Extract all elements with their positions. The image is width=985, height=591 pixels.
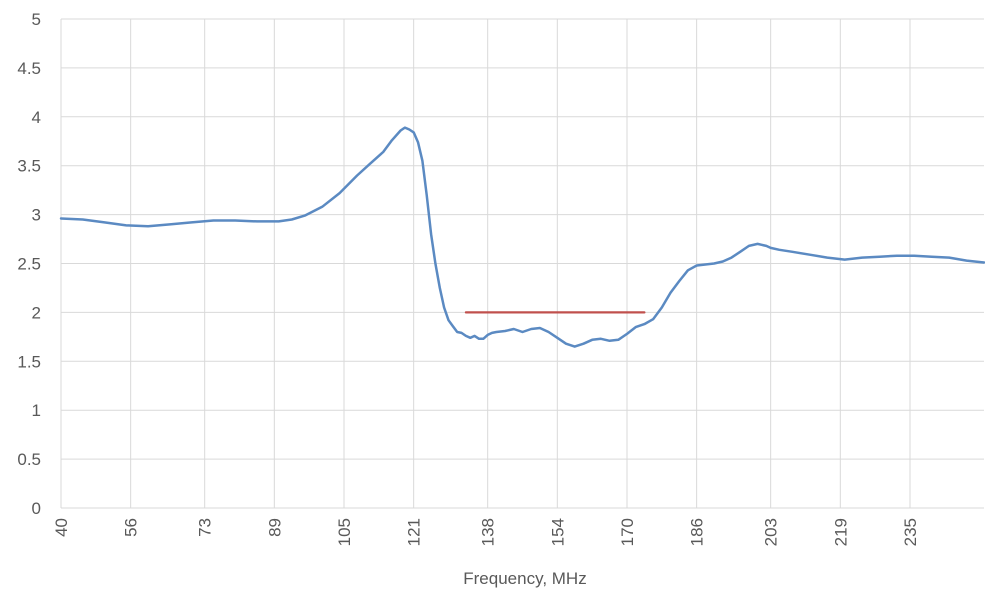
y-axis-tick-labels: 0 0.5 1 1.5 2 2.5 3 3.5 4 4.5 5 bbox=[17, 10, 41, 518]
data-series bbox=[59, 126, 985, 348]
x-tick-label: 138 bbox=[479, 518, 498, 546]
y-tick-label: 1.5 bbox=[17, 352, 41, 371]
x-tick-label: 219 bbox=[831, 518, 850, 546]
x-axis-title: Frequency, MHz bbox=[463, 569, 586, 588]
x-tick-label: 89 bbox=[265, 518, 284, 537]
series-line-measured bbox=[59, 126, 985, 348]
y-tick-label: 4 bbox=[32, 108, 41, 127]
y-tick-label: 3 bbox=[32, 206, 41, 225]
y-tick-label: 0 bbox=[32, 499, 41, 518]
x-tick-label: 73 bbox=[196, 518, 215, 537]
x-tick-label: 121 bbox=[405, 518, 424, 546]
y-tick-label: 1 bbox=[32, 401, 41, 420]
gridlines bbox=[60, 18, 984, 509]
y-tick-label: 3.5 bbox=[17, 157, 41, 176]
x-tick-label: 203 bbox=[762, 518, 781, 546]
y-tick-label: 4.5 bbox=[17, 59, 41, 78]
y-tick-label: 2 bbox=[32, 303, 41, 322]
x-tick-label: 186 bbox=[688, 518, 707, 546]
x-tick-label: 154 bbox=[548, 518, 567, 546]
x-tick-label: 105 bbox=[335, 518, 354, 546]
x-tick-label: 170 bbox=[618, 518, 637, 546]
y-tick-label: 5 bbox=[32, 10, 41, 29]
x-tick-label: 40 bbox=[52, 518, 71, 537]
x-tick-label: 235 bbox=[901, 518, 920, 546]
x-axis-tick-labels: 40 56 73 89 105 121 138 154 170 186 203 219 235 bbox=[52, 518, 920, 546]
x-tick-label: 56 bbox=[122, 518, 141, 537]
y-tick-label: 0.5 bbox=[17, 450, 41, 469]
y-tick-label: 2.5 bbox=[17, 255, 41, 274]
